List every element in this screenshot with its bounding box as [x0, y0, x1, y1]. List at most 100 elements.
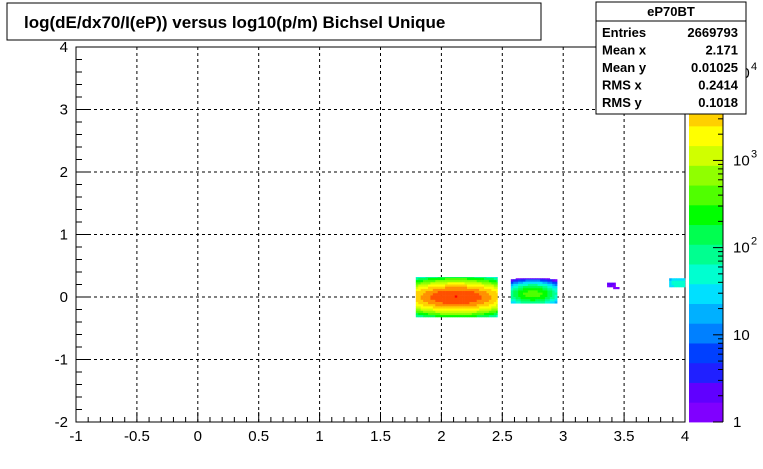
palette-segment — [689, 145, 723, 166]
heatmap-cell — [415, 303, 419, 307]
heatmap-cell — [481, 290, 485, 294]
heatmap-cell — [615, 287, 619, 290]
heatmap-cell — [476, 284, 480, 287]
heatmap-cell — [523, 301, 526, 304]
heatmap-cell — [445, 310, 448, 313]
heatmap-cell — [459, 306, 463, 309]
heatmap-cell — [544, 285, 548, 289]
heatmap-cell — [493, 312, 497, 316]
heatmap-cell — [437, 310, 441, 313]
heatmap-cell — [515, 281, 519, 284]
heatmap-cell — [669, 284, 672, 288]
heatmap-cell — [474, 299, 478, 302]
heatmap-cell — [496, 308, 498, 311]
heatmap-cell — [535, 283, 538, 287]
heatmap-cell — [442, 282, 446, 285]
heatmap-cell — [510, 292, 514, 295]
heatmap-cell — [474, 301, 478, 305]
heatmap-cell — [418, 312, 421, 316]
heatmap-cell — [428, 277, 431, 278]
heatmap-cell — [488, 288, 492, 292]
heatmap-cell — [447, 297, 451, 300]
heatmap-cell — [479, 290, 482, 294]
heatmap-cell — [474, 292, 478, 296]
heatmap-cell — [525, 294, 529, 297]
heatmap-cell — [445, 288, 448, 292]
heatmap-cell — [523, 296, 526, 300]
heatmap-cell — [515, 290, 519, 293]
heatmap-cell — [462, 312, 465, 316]
heatmap-cell — [491, 299, 495, 302]
heatmap-cell — [430, 312, 434, 316]
heatmap-cell — [442, 286, 446, 289]
heatmap-cell — [418, 277, 421, 281]
heatmap-cell — [540, 296, 543, 300]
heatmap-cell — [415, 314, 419, 318]
heatmap-cell — [520, 281, 524, 284]
heatmap-cell — [481, 303, 485, 307]
heatmap-cell — [552, 283, 555, 287]
heatmap-cell — [520, 294, 524, 297]
heatmap-cell — [523, 283, 526, 287]
heatmap-cell — [496, 295, 498, 298]
heatmap-cell — [491, 282, 495, 285]
heatmap-cell — [484, 282, 487, 285]
heatmap-cell — [459, 290, 463, 294]
heatmap-cell — [510, 287, 514, 291]
heatmap-cell — [452, 303, 456, 307]
heatmap-cell — [466, 299, 470, 302]
heatmap-cell — [674, 282, 677, 286]
heatmap-cell — [474, 295, 478, 298]
heatmap-cell — [454, 284, 458, 287]
heatmap-cell — [476, 277, 480, 281]
heatmap-cell — [525, 290, 529, 293]
heatmap-cell — [437, 299, 441, 302]
heatmap-cell — [449, 310, 453, 313]
heatmap-cell — [462, 310, 465, 313]
heatmap-cell — [607, 284, 610, 288]
heatmap-cell — [496, 279, 498, 283]
heatmap-cell — [457, 310, 460, 313]
heatmap-cell — [449, 290, 453, 294]
heatmap-cell — [474, 284, 478, 287]
heatmap-cell — [532, 292, 536, 295]
heatmap-cell — [493, 303, 497, 307]
palette-segment — [689, 382, 723, 403]
heatmap-cell — [415, 301, 419, 305]
heatmap-cell — [493, 314, 497, 318]
heatmap-cell — [614, 282, 616, 286]
heatmap-cell — [486, 301, 490, 305]
heatmap-cell — [445, 290, 448, 294]
x-tick-label: 0 — [194, 428, 202, 445]
heatmap-cell — [491, 279, 495, 283]
heatmap-cell — [542, 290, 546, 293]
heatmap-cell — [454, 308, 458, 311]
heatmap-cell — [484, 306, 487, 309]
heatmap-cell — [510, 298, 514, 302]
heatmap-cell — [525, 281, 529, 284]
heatmap-cell — [488, 277, 492, 278]
heatmap-cell — [437, 292, 441, 296]
heatmap-cell — [518, 294, 521, 297]
heatmap-cell — [430, 292, 434, 296]
heatmap-cell — [454, 288, 458, 292]
heatmap-cell — [437, 295, 441, 298]
heatmap-cell — [496, 310, 498, 313]
heatmap-cell — [423, 295, 426, 298]
grid-lines — [76, 47, 685, 422]
heatmap-cell — [420, 297, 424, 300]
heatmap-cell — [454, 310, 458, 313]
heatmap-cell — [462, 299, 465, 302]
heatmap-cell — [532, 283, 536, 287]
heatmap-cell — [415, 306, 419, 309]
heatmap-cell — [418, 301, 421, 305]
heatmap-cell — [513, 298, 516, 302]
heatmap-cell — [513, 279, 516, 282]
heatmap-cell — [542, 279, 546, 282]
x-tick-label: 1.5 — [370, 428, 391, 445]
heatmap-cell — [428, 306, 431, 309]
heatmap-cell — [496, 303, 498, 307]
heatmap-cell — [537, 292, 541, 295]
heatmap-cell — [466, 277, 470, 278]
heatmap-cell — [418, 306, 421, 309]
